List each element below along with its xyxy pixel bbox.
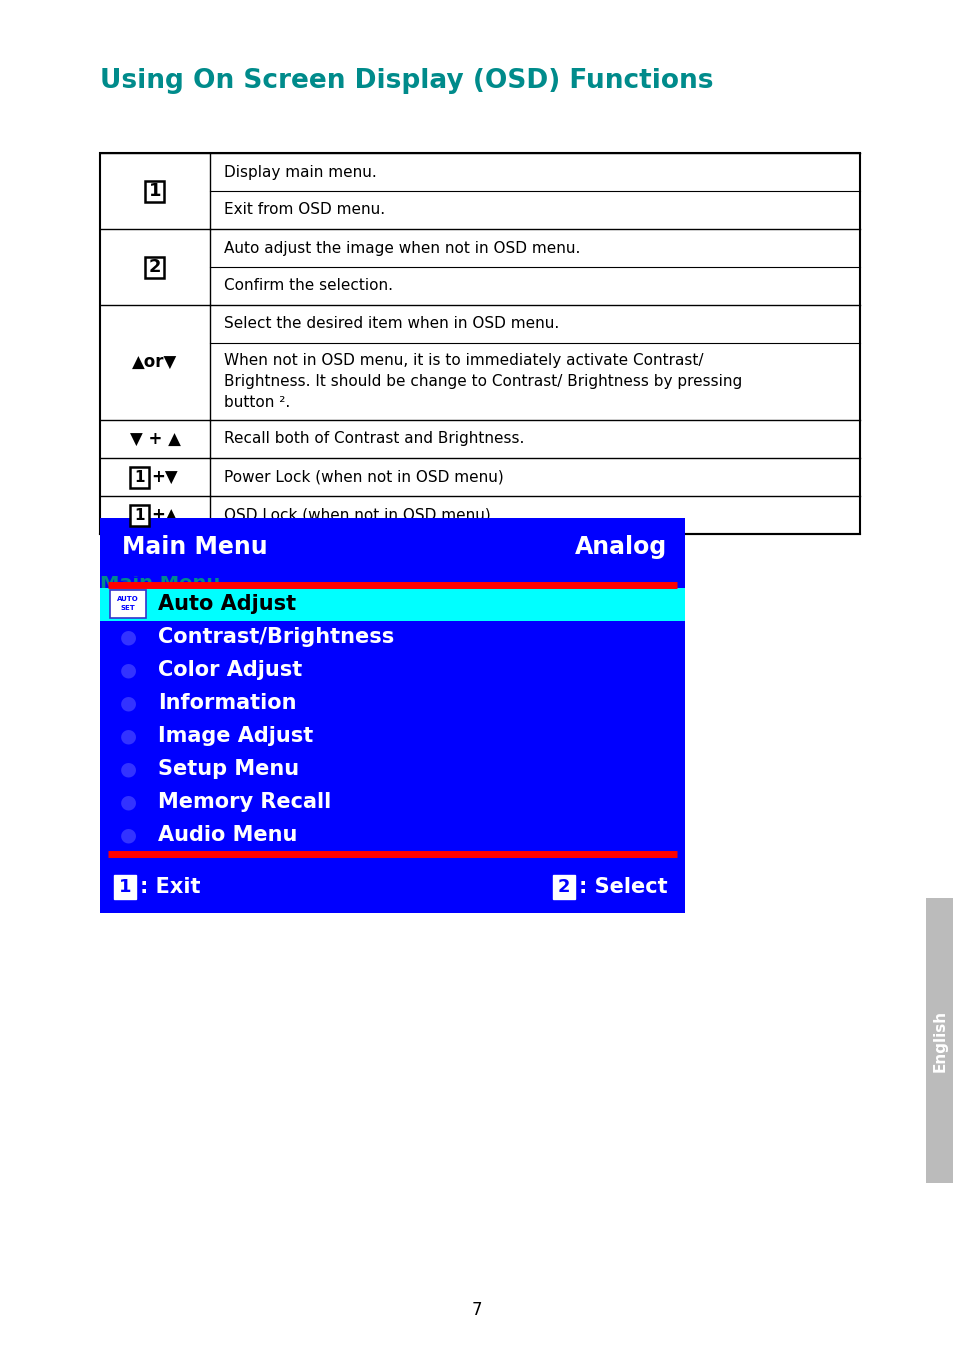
Text: Display main menu.: Display main menu. <box>224 164 376 179</box>
Text: 2: 2 <box>558 878 570 896</box>
Text: ●: ● <box>119 694 136 713</box>
Text: Color Adjust: Color Adjust <box>158 661 302 681</box>
Text: 1: 1 <box>134 469 145 484</box>
Text: Main Menu: Main Menu <box>100 574 220 593</box>
Text: 1: 1 <box>118 878 132 896</box>
Text: Setup Menu: Setup Menu <box>158 759 299 779</box>
Text: Image Adjust: Image Adjust <box>158 727 313 745</box>
Bar <box>110 590 146 619</box>
Text: ●: ● <box>119 759 136 778</box>
Text: Information: Information <box>158 693 296 713</box>
Bar <box>113 875 136 899</box>
Text: 2: 2 <box>149 257 161 276</box>
Text: English: English <box>931 1010 946 1072</box>
Text: When not in OSD menu, it is to immediately activate Contrast/
Brightness. It sho: When not in OSD menu, it is to immediate… <box>224 353 741 410</box>
Text: Using On Screen Display (OSD) Functions: Using On Screen Display (OSD) Functions <box>100 67 713 94</box>
Text: 1: 1 <box>149 182 161 200</box>
Text: ●: ● <box>119 793 136 811</box>
Text: Auto Adjust: Auto Adjust <box>158 594 295 615</box>
Text: Main Menu: Main Menu <box>122 535 268 559</box>
Text: Power Lock (when not in OSD menu): Power Lock (when not in OSD menu) <box>224 469 503 484</box>
Text: ●: ● <box>119 727 136 745</box>
Bar <box>925 898 953 1184</box>
Text: ●: ● <box>119 825 136 844</box>
Bar <box>553 875 575 899</box>
Text: Analog: Analog <box>574 535 666 559</box>
Text: Contrast/Brightness: Contrast/Brightness <box>158 627 394 647</box>
Text: OSD Lock (when not in OSD menu): OSD Lock (when not in OSD menu) <box>224 507 490 523</box>
Text: ●: ● <box>119 661 136 679</box>
Bar <box>100 154 859 534</box>
Text: 7: 7 <box>471 1301 482 1318</box>
Text: : Exit: : Exit <box>140 878 200 896</box>
Text: Confirm the selection.: Confirm the selection. <box>224 279 393 294</box>
Text: Auto adjust the image when not in OSD menu.: Auto adjust the image when not in OSD me… <box>224 240 579 256</box>
Bar <box>100 861 684 913</box>
Text: AUTO: AUTO <box>117 596 139 603</box>
Text: Select the desired item when in OSD menu.: Select the desired item when in OSD menu… <box>224 317 558 332</box>
Bar <box>146 256 164 278</box>
Bar <box>131 504 150 526</box>
Bar <box>131 466 150 488</box>
Bar <box>100 518 684 576</box>
Text: Memory Recall: Memory Recall <box>158 791 331 811</box>
Text: +▲: +▲ <box>152 506 178 524</box>
Bar <box>100 588 684 621</box>
Text: ▼ + ▲: ▼ + ▲ <box>130 430 180 448</box>
Bar <box>100 518 684 913</box>
Text: SET: SET <box>120 605 135 612</box>
Text: ▲or▼: ▲or▼ <box>132 353 177 372</box>
Bar <box>146 181 164 201</box>
Text: Recall both of Contrast and Brightness.: Recall both of Contrast and Brightness. <box>224 431 524 446</box>
Text: +▼: +▼ <box>152 468 178 487</box>
Text: ●: ● <box>119 628 136 647</box>
Text: : Select: : Select <box>578 878 667 896</box>
Text: Exit from OSD menu.: Exit from OSD menu. <box>224 202 385 217</box>
Text: 1: 1 <box>134 507 145 523</box>
Text: Audio Menu: Audio Menu <box>158 825 297 845</box>
